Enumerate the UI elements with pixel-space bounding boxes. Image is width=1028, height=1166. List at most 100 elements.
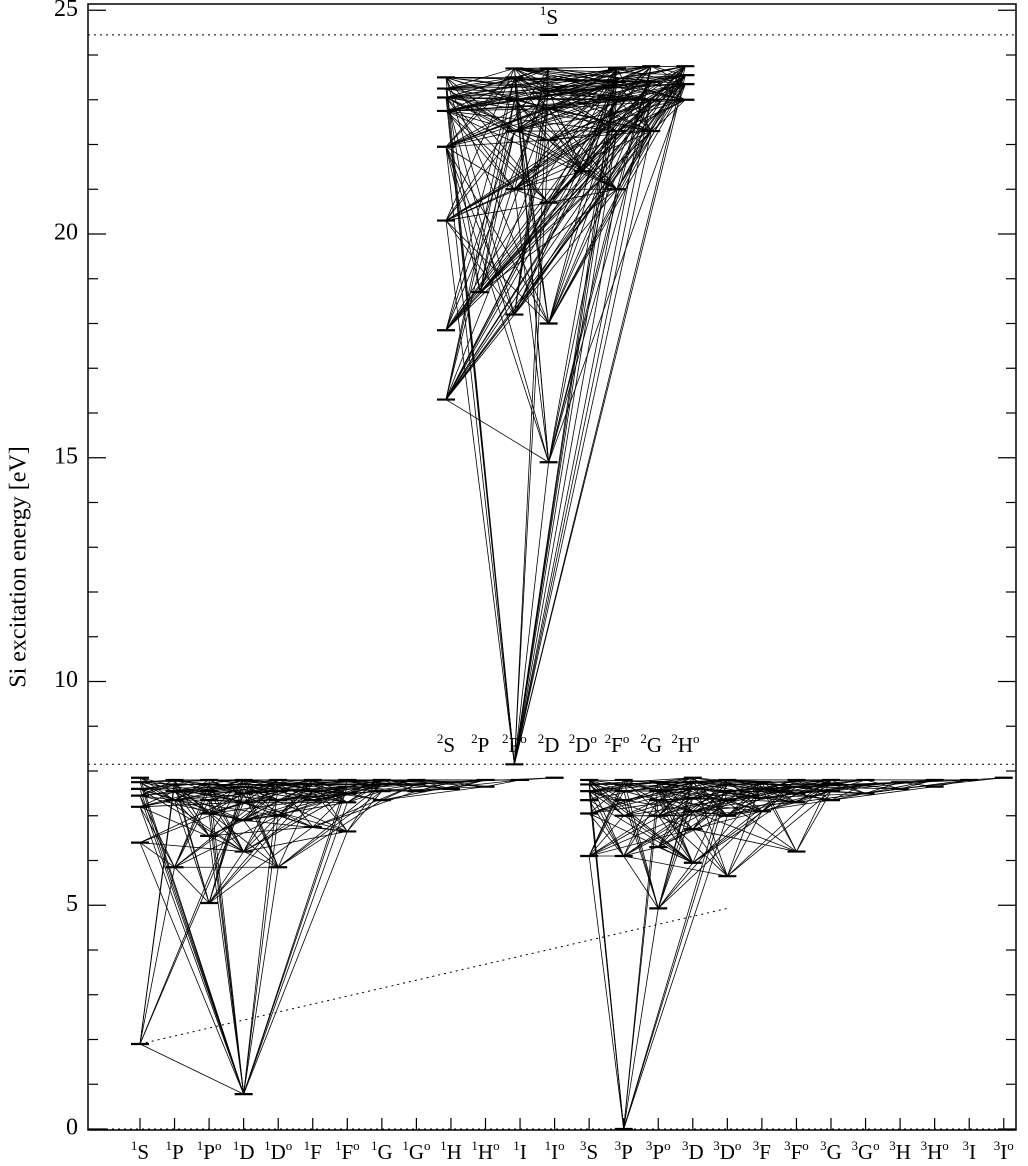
transition-line (514, 130, 652, 765)
transition-line (243, 819, 279, 868)
transition-line (312, 779, 348, 794)
transition-line (243, 867, 279, 1095)
transition-line (243, 793, 348, 852)
transition-line (243, 815, 279, 852)
term-label: 1Go (402, 1138, 430, 1164)
transition-line (657, 799, 694, 863)
transition-line (582, 68, 618, 172)
transition-line (347, 792, 382, 801)
transition-line (588, 779, 694, 864)
transition-line (174, 799, 210, 904)
transition-line (623, 908, 659, 1130)
transition-line (445, 139, 549, 148)
transition-line (589, 828, 693, 857)
transition-line (548, 81, 618, 141)
transition-line (623, 782, 659, 1130)
transition-line (588, 779, 625, 1130)
transition-line (582, 81, 618, 172)
transition-line (514, 65, 686, 101)
term-label: 1Fo (335, 1138, 360, 1164)
transition-line (588, 790, 694, 864)
transition-line (616, 68, 686, 85)
transition-line (548, 81, 652, 324)
transition-line (514, 68, 618, 83)
term-label: 3P (615, 1138, 633, 1164)
y-tick-label: 15 (54, 443, 78, 469)
transition-line (548, 83, 686, 463)
axis-ticks (88, 9, 1016, 1130)
transition-line (514, 140, 549, 765)
transition-line (243, 802, 348, 1095)
transition-line (139, 842, 245, 1095)
transition-line (616, 99, 652, 132)
transition-line (830, 784, 866, 792)
ion-term-label: 2G (640, 731, 662, 757)
transition-line (548, 108, 618, 190)
transition-line (139, 779, 175, 1045)
transition-line (445, 74, 686, 89)
ion-term-label: 2Ho (671, 731, 699, 757)
transition-line (514, 68, 686, 76)
transition-line (657, 811, 694, 909)
transition-line (243, 779, 279, 821)
transition-line (139, 1043, 244, 1095)
transition-line (209, 813, 244, 821)
term-label: 1F (304, 1138, 322, 1164)
y-axis-label: Si excitation energy [eV] (6, 446, 32, 687)
transition-line (445, 146, 515, 315)
transition-line (616, 81, 652, 132)
transition-line (139, 867, 175, 1045)
transition-line (243, 851, 279, 868)
transition-line (651, 65, 686, 83)
transition-line (830, 779, 935, 801)
transition-line (658, 799, 693, 812)
transition-line (616, 65, 652, 101)
transition-line (278, 815, 313, 828)
transition-line (174, 790, 210, 868)
transition-line (514, 188, 618, 315)
ion-term-label: 2D (538, 731, 560, 757)
transition-line (623, 855, 659, 909)
transition-line (692, 811, 728, 877)
transition-line (657, 810, 694, 848)
transition-line (445, 110, 549, 203)
transition-line (139, 777, 245, 1095)
y-tick-label: 10 (54, 667, 78, 693)
transition-line (761, 788, 797, 852)
transition-line (548, 130, 652, 141)
transition-line (243, 831, 348, 1095)
transition-line (445, 220, 515, 765)
transition-line (514, 77, 549, 109)
transition-line (479, 130, 515, 293)
transition-line (796, 779, 832, 801)
ion-term-label: 2Do (569, 731, 597, 757)
transition-line (623, 799, 659, 817)
transition-line (514, 189, 618, 765)
transition-line (243, 790, 279, 821)
transition-line (589, 779, 624, 792)
transition-line (865, 781, 901, 794)
transition-line (445, 110, 515, 190)
term-label: 3Do (713, 1138, 741, 1164)
transition-line (208, 826, 313, 904)
transition-line (651, 81, 686, 101)
term-label: 3Po (646, 1138, 671, 1164)
transition-line (514, 77, 584, 172)
transition-line (588, 799, 625, 857)
transition-line (623, 799, 659, 857)
transition-line (312, 784, 348, 803)
transition-line (445, 77, 515, 331)
transition-line (548, 74, 686, 110)
transition-line (651, 65, 686, 85)
transition-line (623, 846, 659, 857)
transition-line (514, 462, 549, 765)
transition-line (243, 801, 279, 817)
transition-line (548, 65, 652, 203)
transition-line (312, 790, 348, 832)
transition-line (761, 779, 866, 790)
transition-line (139, 842, 244, 852)
transition-line (727, 799, 832, 817)
transition-line (312, 779, 417, 785)
plot-frame (87, 3, 1017, 1131)
